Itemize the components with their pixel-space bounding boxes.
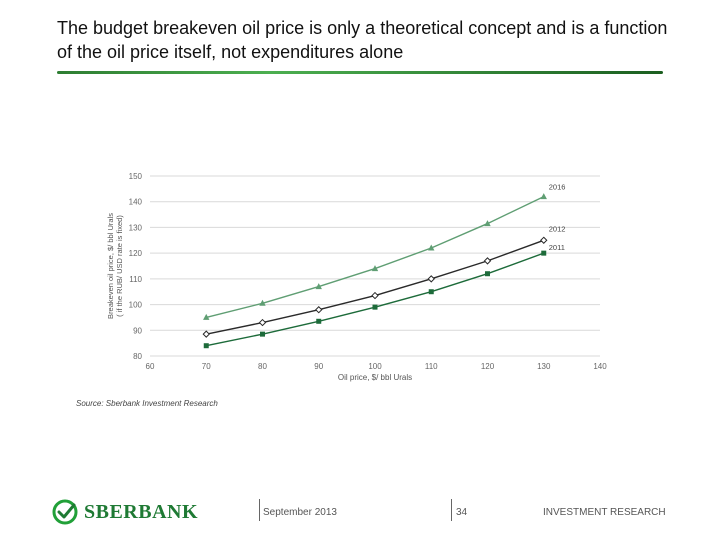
data-point-2011: [372, 304, 378, 310]
series-line-2016: [206, 195, 545, 319]
y-tick-label: 120: [129, 249, 143, 258]
footer: SBERBANK September 2013 34 INVESTMENT RE…: [0, 496, 720, 530]
x-tick-label: 110: [425, 362, 438, 371]
data-point-2012: [202, 330, 210, 338]
x-tick-label: 90: [314, 362, 323, 371]
x-tick-label: 100: [368, 362, 382, 371]
x-tick-label: 60: [146, 362, 155, 371]
data-point-2016: [259, 299, 266, 306]
data-point-2016: [203, 313, 210, 320]
y-tick-label: 130: [129, 223, 143, 232]
x-tick-label: 130: [537, 362, 551, 371]
breakeven-line-chart: 80 90 100 110 120 130 140 150 60 70 80 90 100 110 120 1…: [106, 172, 607, 382]
x-tick-label: 140: [593, 362, 607, 371]
y-axis-title: ( if the RUB/ USD rate is fixed): [115, 215, 124, 317]
x-axis-title: Oil price, $/ bbl Urals: [338, 373, 412, 382]
y-tick-label: 80: [133, 352, 142, 361]
footer-separator: [451, 499, 452, 521]
data-point-2016: [315, 283, 322, 290]
data-point-2012: [427, 275, 435, 283]
data-point-2011: [485, 271, 490, 277]
data-point-2012: [483, 257, 492, 265]
data-point-2016: [540, 193, 547, 200]
y-tick-label: 140: [129, 198, 143, 207]
series-label-2012: 2012: [549, 224, 566, 233]
y-tick-label: 150: [129, 172, 143, 181]
x-tick-label: 80: [258, 362, 267, 371]
source-note: Source: Sberbank Investment Research: [76, 399, 218, 408]
series-line-2012: [206, 239, 544, 335]
footer-date: September 2013: [263, 507, 337, 518]
data-point-2016: [428, 244, 435, 251]
y-axis-title: Breakeven oil price, $/ bbl Urals: [106, 213, 115, 319]
sberbank-logo: SBERBANK: [52, 499, 198, 525]
data-point-2012: [258, 318, 267, 327]
data-point-2016: [484, 220, 491, 227]
data-point-2011: [541, 250, 547, 256]
y-tick-label: 110: [129, 275, 142, 284]
y-tick-label: 100: [129, 301, 143, 310]
x-tick-label: 120: [481, 362, 495, 371]
footer-section: INVESTMENT RESEARCH: [543, 507, 666, 518]
title-divider: [57, 71, 663, 74]
series-label-2011: 2011: [549, 243, 565, 252]
data-point-2016: [371, 265, 379, 272]
data-point-2012: [371, 291, 379, 300]
page-number: 34: [456, 507, 468, 518]
data-point-2011: [203, 343, 209, 349]
data-point-2011: [260, 331, 265, 337]
logo-text: SBERBANK: [84, 500, 199, 523]
data-point-2011: [428, 289, 434, 295]
data-point-2011: [316, 318, 322, 324]
series-label-2016: 2016: [549, 183, 566, 192]
y-tick-label: 90: [133, 326, 142, 335]
sberbank-logo-icon: [52, 499, 78, 525]
page-title: The budget breakeven oil price is only a…: [57, 18, 668, 62]
data-point-2012: [315, 306, 323, 314]
footer-separator: [259, 499, 260, 521]
x-tick-label: 70: [202, 362, 211, 371]
data-point-2012: [540, 236, 548, 244]
